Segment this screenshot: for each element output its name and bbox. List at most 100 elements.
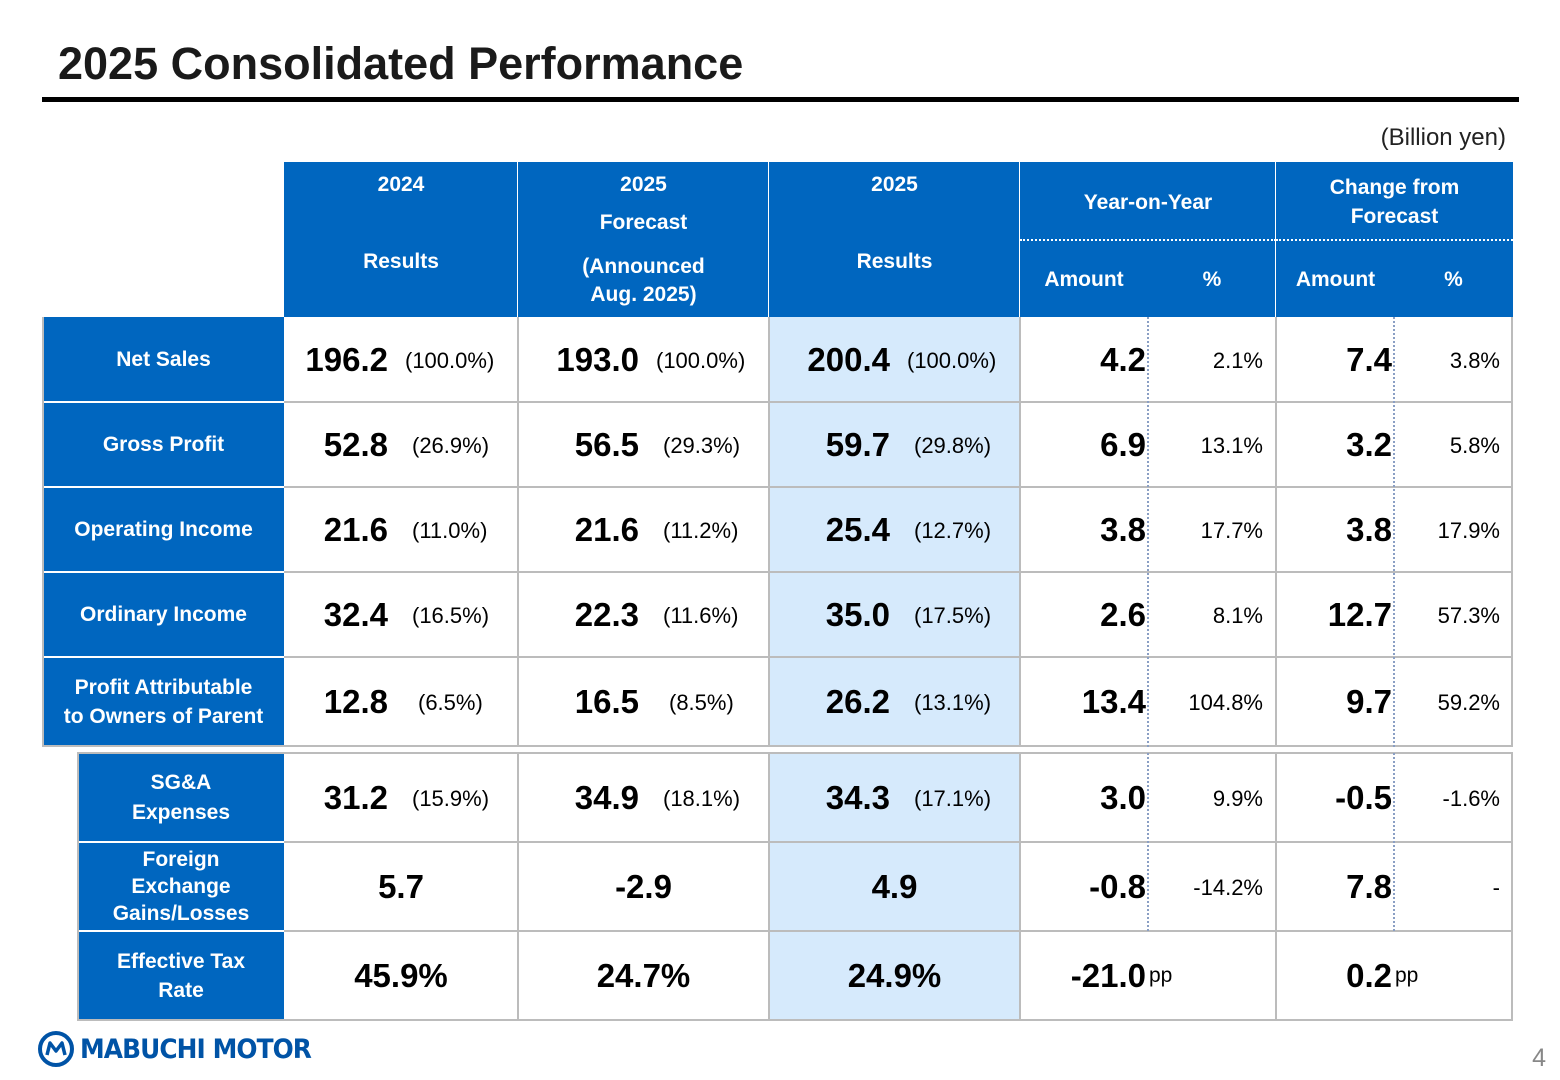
gross-profit-2025: 59.7 — [825, 426, 890, 463]
header-chg-label2: Forecast — [1350, 205, 1439, 228]
header-forecast-label: Forecast — [599, 211, 688, 234]
row-label-operating-income: Operating Income — [43, 487, 284, 572]
tax-rate-forecast: 24.7% — [596, 957, 691, 994]
page-number: 4 — [1532, 1044, 1546, 1072]
operating-income-chg-pct: 17.9% — [1437, 518, 1500, 543]
header-2024-year: 2024 — [377, 173, 425, 196]
col-divider — [1275, 317, 1277, 747]
tax-rate-chg-unit: pp — [1395, 964, 1419, 987]
tax-rate-2024: 45.9% — [354, 957, 448, 994]
net-sales-2024-ratio: (100.0%) — [405, 348, 495, 373]
fx-forecast: -2.9 — [615, 868, 672, 905]
fx-yoy-amount: -0.8 — [1089, 868, 1146, 905]
header-divider — [1019, 162, 1020, 317]
header-divider — [1275, 162, 1276, 317]
profit-attributable-forecast-ratio: (8.5%) — [669, 690, 734, 715]
ordinary-income-chg-pct: 57.3% — [1437, 603, 1500, 628]
sga-yoy-pct: 9.9% — [1212, 786, 1263, 811]
col-divider — [1275, 753, 1277, 1021]
results-2025-highlight-sub — [769, 753, 1020, 1021]
gross-profit-forecast: 56.5 — [574, 426, 639, 463]
profit-attributable-chg-pct: 59.2% — [1437, 690, 1500, 715]
header-forecast-date: Aug. 2025) — [590, 283, 697, 306]
gross-profit-yoy-pct: 13.1% — [1200, 433, 1263, 458]
ordinary-income-2025: 35.0 — [825, 596, 890, 633]
operating-income-chg-amount: 3.8 — [1346, 511, 1392, 548]
row-label-text: Expenses — [131, 800, 231, 824]
row-label-text: Exchange — [131, 874, 231, 898]
col-divider — [42, 317, 44, 747]
sga-2024-ratio: (15.9%) — [412, 786, 490, 811]
sga-chg-pct: -1.6% — [1442, 786, 1500, 811]
sga-2025-ratio: (17.1%) — [914, 786, 992, 811]
profit-attributable-yoy-amount: 13.4 — [1081, 683, 1146, 720]
gross-profit-2024: 52.8 — [323, 426, 388, 463]
mabuchi-logo-icon — [38, 1031, 74, 1067]
label-divider — [43, 571, 284, 573]
net-sales-yoy-pct: 2.1% — [1212, 348, 1263, 373]
header-year-on-year: Year-on-Year Amount % — [1020, 162, 1276, 317]
sga-2024: 31.2 — [323, 779, 388, 816]
net-sales-yoy-amount: 4.2 — [1100, 341, 1146, 378]
operating-income-2025-ratio: (12.7%) — [914, 518, 992, 543]
ordinary-income-2024-ratio: (16.5%) — [412, 603, 490, 628]
chg-dotted-divider — [1393, 753, 1395, 931]
gross-profit-chg-pct: 5.8% — [1449, 433, 1500, 458]
net-sales-2025: 200.4 — [807, 341, 890, 378]
col-divider — [768, 317, 770, 747]
ordinary-income-2025-ratio: (17.5%) — [914, 603, 992, 628]
fx-yoy-pct: -14.2% — [1193, 875, 1263, 900]
label-divider — [43, 401, 284, 403]
chg-dotted-divider — [1393, 317, 1395, 747]
operating-income-2024: 21.6 — [323, 511, 388, 548]
col-divider — [768, 753, 770, 1021]
net-sales-chg-amount: 7.4 — [1346, 341, 1392, 378]
header-chg-label1: Change from — [1329, 176, 1460, 199]
gross-profit-forecast-ratio: (29.3%) — [663, 433, 741, 458]
header-2025-year: 2025 — [871, 173, 918, 196]
operating-income-forecast: 21.6 — [574, 511, 639, 548]
row-label-text: Profit Attributable — [74, 675, 253, 699]
gross-profit-chg-amount: 3.2 — [1346, 426, 1392, 463]
operating-income-2025: 25.4 — [825, 511, 890, 548]
profit-attributable-2025: 26.2 — [825, 683, 890, 720]
col-divider — [517, 753, 519, 1021]
header-yoy-divider — [1020, 239, 1276, 241]
ordinary-income-yoy-amount: 2.6 — [1100, 596, 1146, 633]
header-divider — [517, 162, 518, 317]
profit-attributable-2024: 12.8 — [323, 683, 388, 720]
row-label-effective-tax-rate: Effective Tax Rate — [78, 931, 284, 1021]
company-logo: MABUCHI MOTOR — [38, 1030, 331, 1068]
label-divider — [78, 930, 284, 932]
header-change-from-forecast: Change from Forecast Amount % — [1276, 162, 1513, 317]
header-divider — [768, 162, 769, 317]
sga-forecast: 34.9 — [574, 779, 639, 816]
col-divider — [1511, 317, 1513, 747]
net-sales-2025-ratio: (100.0%) — [907, 348, 997, 373]
row-label-text: Net Sales — [116, 347, 211, 371]
net-sales-forecast: 193.0 — [556, 341, 639, 378]
row-label-text: Effective Tax — [117, 949, 245, 973]
ordinary-income-yoy-pct: 8.1% — [1212, 603, 1263, 628]
operating-income-yoy-amount: 3.8 — [1100, 511, 1146, 548]
gross-profit-2025-ratio: (29.8%) — [914, 433, 992, 458]
net-sales-chg-pct: 3.8% — [1449, 348, 1500, 373]
net-sales-forecast-ratio: (100.0%) — [656, 348, 746, 373]
row-label-text: Rate — [158, 979, 204, 1002]
header-chg-pct: % — [1444, 268, 1463, 291]
label-divider — [43, 486, 284, 488]
col-divider — [1019, 317, 1021, 747]
row-divider — [78, 752, 1513, 754]
fx-2024: 5.7 — [378, 868, 424, 905]
title-rule — [42, 97, 1519, 102]
net-sales-2024: 196.2 — [305, 341, 388, 378]
row-divider — [78, 1019, 1513, 1021]
ordinary-income-forecast: 22.3 — [574, 596, 639, 633]
tax-rate-2025: 24.9% — [847, 957, 942, 994]
row-label-net-sales: Net Sales — [43, 317, 284, 402]
ordinary-income-2024: 32.4 — [323, 596, 388, 633]
header-2024-results: 2024 Results — [284, 162, 518, 317]
gross-profit-2024-ratio: (26.9%) — [412, 433, 490, 458]
row-divider — [284, 656, 1513, 658]
ordinary-income-chg-amount: 12.7 — [1327, 596, 1392, 633]
